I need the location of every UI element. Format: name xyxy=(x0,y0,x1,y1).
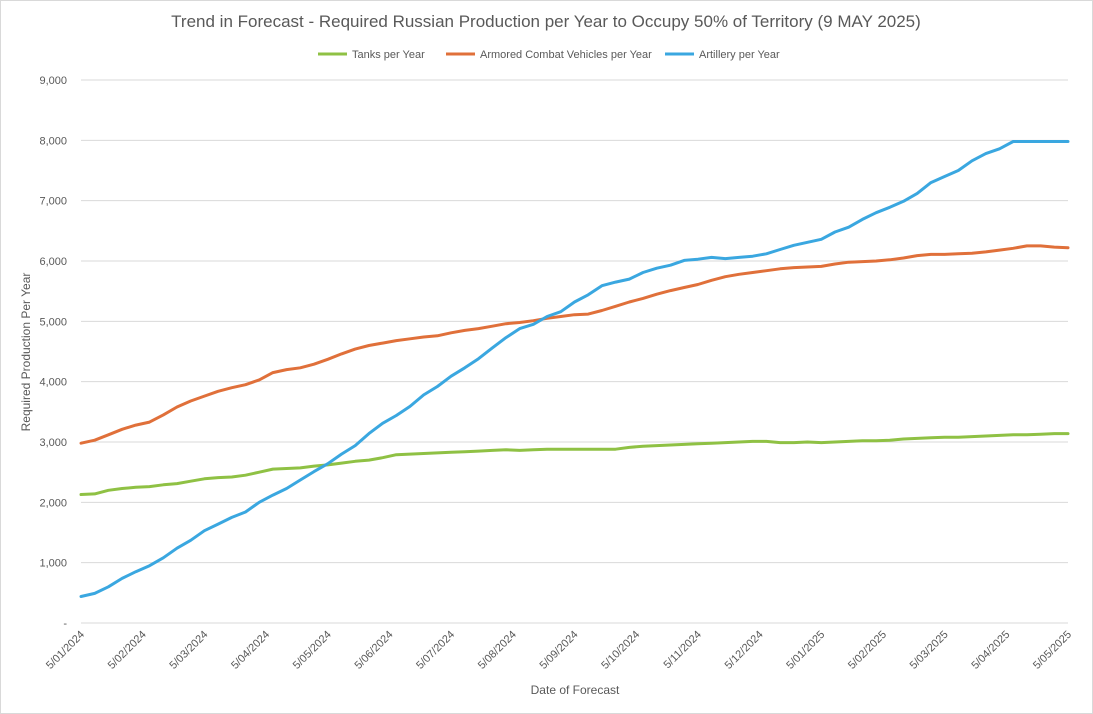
x-tick-label: 5/01/2024 xyxy=(44,629,87,672)
x-tick-label: 5/09/2024 xyxy=(538,629,581,672)
x-tick-label: 5/12/2024 xyxy=(723,629,766,672)
x-tick-label: 5/05/2025 xyxy=(1031,629,1074,672)
y-tick-label: 7,000 xyxy=(39,196,67,208)
series-line-0 xyxy=(79,432,1070,496)
legend-label: Tanks per Year xyxy=(352,49,425,61)
x-tick-label: 5/03/2024 xyxy=(167,629,210,672)
legend-label: Artillery per Year xyxy=(699,49,780,61)
y-tick-label: 1,000 xyxy=(39,558,67,570)
y-axis-title: Required Production Per Year xyxy=(19,273,33,432)
x-tick-label: 5/08/2024 xyxy=(476,629,519,672)
x-tick-label: 5/07/2024 xyxy=(414,629,457,672)
y-tick-label: 6,000 xyxy=(39,256,67,268)
x-tick-label: 5/02/2024 xyxy=(106,629,149,672)
x-tick-label: 5/11/2024 xyxy=(661,629,704,672)
x-tick-label: 5/04/2025 xyxy=(969,629,1012,672)
legend: Tanks per Year Armored Combat Vehicles pe… xyxy=(318,49,780,61)
y-axis-ticks: - 1,000 2,000 3,000 4,000 5,000 6,000 7,000 8,00… xyxy=(39,75,67,630)
series-lines xyxy=(79,140,1070,598)
x-tick-label: 5/04/2024 xyxy=(229,629,272,672)
series-line-1 xyxy=(79,244,1070,445)
series-line-2 xyxy=(79,140,1070,598)
y-tick-label: 9,000 xyxy=(39,75,67,87)
y-tick-label: 8,000 xyxy=(39,135,67,147)
x-tick-label: 5/05/2024 xyxy=(291,629,334,672)
x-tick-label: 5/02/2025 xyxy=(846,629,889,672)
x-axis-ticks: 5/01/2024 5/02/2024 5/03/2024 5/04/2024 5/05… xyxy=(44,629,1074,672)
x-tick-label: 5/03/2025 xyxy=(908,629,951,672)
gridlines xyxy=(81,79,1068,624)
y-tick-label: 5,000 xyxy=(39,316,67,328)
x-axis-title: Date of Forecast xyxy=(531,683,620,697)
y-tick-label: 2,000 xyxy=(39,497,67,509)
x-tick-label: 5/01/2025 xyxy=(784,629,827,672)
y-tick-label: 4,000 xyxy=(39,377,67,389)
x-tick-label: 5/06/2024 xyxy=(352,629,395,672)
y-tick-label: - xyxy=(63,618,67,630)
legend-label: Armored Combat Vehicles per Year xyxy=(480,49,652,61)
chart-title: Trend in Forecast - Required Russian Pro… xyxy=(171,12,921,31)
y-tick-label: 3,000 xyxy=(39,437,67,449)
x-tick-label: 5/10/2024 xyxy=(599,629,642,672)
